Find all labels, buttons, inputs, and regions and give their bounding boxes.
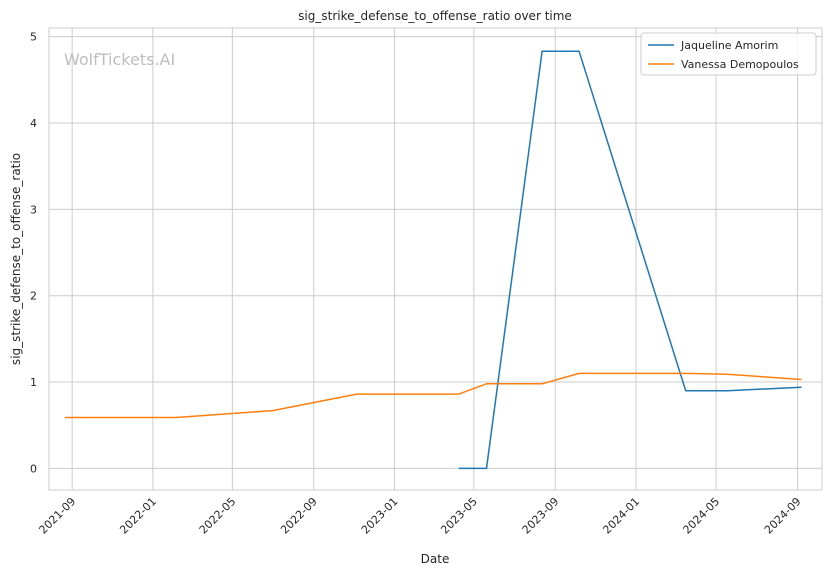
x-tick-label: 2024-09 bbox=[762, 495, 804, 537]
legend: Jaqueline Amorim Vanessa Demopoulos bbox=[640, 32, 817, 76]
chart-title: sig_strike_defense_to_offense_ratio over… bbox=[298, 9, 572, 23]
x-tick-label: 2023-09 bbox=[520, 495, 562, 537]
legend-label-vanessa-demopoulos: Vanessa Demopoulos bbox=[681, 58, 799, 71]
y-tick-label: 0 bbox=[30, 462, 37, 475]
y-tick-label: 3 bbox=[30, 203, 37, 216]
x-axis-label: Date bbox=[421, 552, 450, 566]
y-tick-label: 4 bbox=[30, 117, 37, 130]
y-axis-ticks: 0 1 2 3 4 5 bbox=[30, 31, 37, 476]
x-tick-label: 2022-09 bbox=[278, 495, 320, 537]
x-tick-label: 2023-05 bbox=[438, 495, 480, 537]
legend-label-jaqueline-amorim: Jaqueline Amorim bbox=[680, 39, 778, 52]
x-axis-ticks: 2021-09 2022-01 2022-05 2022-09 2023-01 2023-… bbox=[37, 495, 804, 537]
plot-frame bbox=[48, 27, 823, 491]
x-tick-label: 2022-01 bbox=[117, 495, 159, 537]
y-tick-label: 2 bbox=[30, 290, 37, 303]
series-lines bbox=[64, 50, 802, 470]
plot-area: WolfTickets.AI bbox=[48, 27, 823, 491]
legend-box bbox=[640, 32, 817, 76]
x-tick-label: 2022-05 bbox=[197, 495, 239, 537]
series-line-vanessa-demopoulos bbox=[64, 372, 802, 419]
y-tick-label: 5 bbox=[30, 31, 37, 44]
x-tick-label: 2024-01 bbox=[600, 495, 642, 537]
y-axis-label: sig_strike_defense_to_offense_ratio bbox=[9, 153, 23, 365]
watermark: WolfTickets.AI bbox=[64, 50, 175, 69]
y-tick-label: 1 bbox=[30, 376, 37, 389]
series-line-jaqueline-amorim bbox=[458, 50, 802, 470]
x-tick-label: 2023-01 bbox=[359, 495, 401, 537]
x-tick-label: 2021-09 bbox=[37, 495, 79, 537]
x-tick-label: 2024-05 bbox=[681, 495, 723, 537]
grid bbox=[49, 28, 822, 490]
